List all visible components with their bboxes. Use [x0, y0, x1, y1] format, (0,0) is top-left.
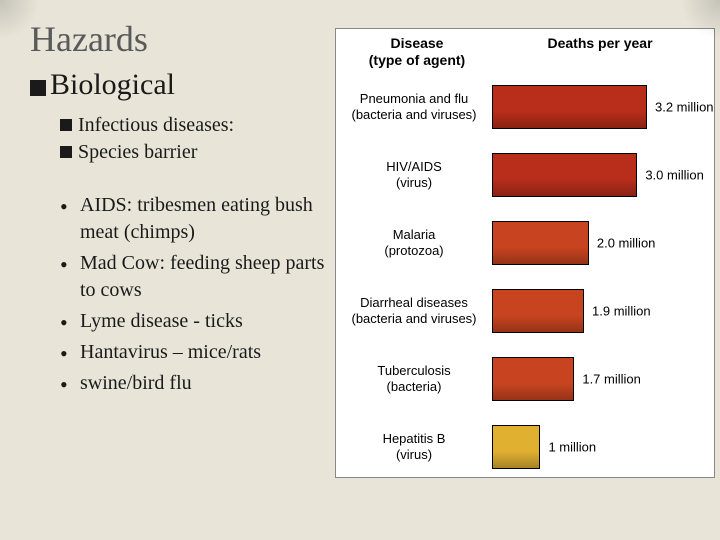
bar: [492, 153, 637, 197]
bar-value: 3.0 million: [645, 167, 704, 182]
deaths-chart: Disease (type of agent) Deaths per year …: [335, 28, 715, 478]
square-bullet-icon: [30, 80, 46, 96]
row-label: Malaria(protozoa): [342, 227, 492, 258]
row-label: HIV/AIDS(virus): [342, 159, 492, 190]
bar-value: 1 million: [548, 439, 596, 454]
right-column: Disease (type of agent) Deaths per year …: [335, 18, 715, 522]
list-item: Lyme disease - ticks: [60, 308, 335, 335]
bar: [492, 357, 574, 401]
square-bullet-icon: [60, 119, 72, 131]
row-label: Hepatitis B(virus): [342, 431, 492, 462]
bar-value: 2.0 million: [597, 235, 656, 250]
bar: [492, 221, 589, 265]
list-item: AIDS: tribesmen eating bush meat (chimps…: [60, 192, 335, 246]
chart-header-left: Disease (type of agent): [342, 35, 492, 69]
bar: [492, 289, 584, 333]
bar-area: 3.2 million: [492, 79, 708, 135]
bar: [492, 425, 540, 469]
slide: Hazards Biological Infectious diseases: …: [0, 0, 720, 540]
header-left-line1: Disease: [391, 35, 444, 51]
bar: [492, 85, 647, 129]
chart-row: Tuberculosis(bacteria) 1.7 million: [342, 351, 708, 407]
bar-area: 2.0 million: [492, 215, 708, 271]
bar-area: 1 million: [492, 419, 708, 475]
bar-value: 3.2 million: [655, 99, 714, 114]
bullet-list: AIDS: tribesmen eating bush meat (chimps…: [60, 192, 335, 397]
page-title: Hazards: [30, 18, 335, 60]
chart-header: Disease (type of agent) Deaths per year: [342, 35, 708, 69]
chart-row: Diarrheal diseases(bacteria and viruses)…: [342, 283, 708, 339]
chart-header-right: Deaths per year: [492, 35, 708, 69]
chart-rows: Pneumonia and flu(bacteria and viruses)3…: [342, 79, 708, 475]
sub-item-text: Species barrier: [78, 141, 197, 163]
bar-value: 1.7 million: [582, 371, 641, 386]
square-bullet-icon: [60, 146, 72, 158]
subtitle-text: Biological: [50, 68, 175, 101]
chart-row: Pneumonia and flu(bacteria and viruses)3…: [342, 79, 708, 135]
header-left-line2: (type of agent): [369, 52, 465, 68]
chart-row: Hepatitis B(virus) 1 million: [342, 419, 708, 475]
chart-row: Malaria(protozoa) 2.0 million: [342, 215, 708, 271]
sub-item: Infectious diseases:: [60, 112, 335, 139]
list-item: Hantavirus – mice/rats: [60, 339, 335, 366]
bar-value: 1.9 million: [592, 303, 651, 318]
sub-item-text: Infectious diseases:: [78, 114, 234, 136]
bar-area: 1.7 million: [492, 351, 708, 407]
row-label: Diarrheal diseases(bacteria and viruses): [342, 295, 492, 326]
sub-list: Infectious diseases: Species barrier: [60, 112, 335, 166]
list-item: Mad Cow: feeding sheep parts to cows: [60, 250, 335, 304]
bar-area: 3.0 million: [492, 147, 708, 203]
list-item: swine/bird flu: [60, 370, 335, 397]
chart-row: HIV/AIDS(virus) 3.0 million: [342, 147, 708, 203]
row-label: Tuberculosis(bacteria): [342, 363, 492, 394]
bar-area: 1.9 million: [492, 283, 708, 339]
row-label: Pneumonia and flu(bacteria and viruses): [342, 91, 492, 122]
subtitle: Biological: [30, 68, 335, 102]
left-column: Hazards Biological Infectious diseases: …: [30, 18, 335, 522]
sub-item: Species barrier: [60, 139, 335, 166]
